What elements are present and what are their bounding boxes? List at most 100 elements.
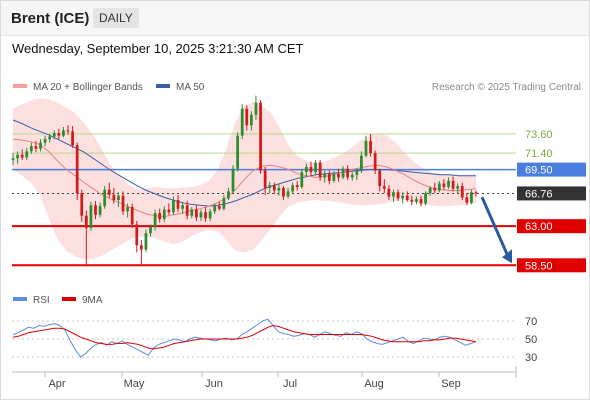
candle-body [369,140,372,154]
candle-body [460,186,464,198]
ma20-legend-swatch [13,84,27,88]
candle-body [139,245,143,250]
price-tag-71.40: 71.40 [525,148,553,160]
candle-body [263,170,267,188]
candle-body [433,187,437,191]
candle-body [181,205,184,209]
candle-body [401,195,405,199]
forecast-arrow-head [502,249,512,264]
candle-body [396,192,400,199]
candle-body [373,153,377,171]
candle-body [213,206,217,212]
candle-body [250,114,253,126]
candle-body [20,154,24,158]
candle-body [236,135,239,169]
price-tag-box-69.50 [517,162,586,177]
price-pane: 73.60 71.40 69.50 66.76 63.00 58.50 [11,95,586,273]
candle-body [52,133,56,137]
rsi-ma-legend-swatch [62,297,76,301]
candle-body [305,166,308,173]
candle-body [350,174,354,178]
candle-body [112,194,116,201]
candle-body [382,186,386,189]
candle-body [158,213,162,220]
candle-body [94,205,97,215]
rsi-legend-label: RSI [33,295,50,306]
ma20-legend-label: MA 20 + Bollinger Bands [33,82,143,93]
candle-body [43,139,47,143]
candle-body [291,185,295,192]
month-label-jun: Jun [205,378,223,390]
candle-body [387,188,391,197]
candle-body [117,195,120,201]
candle-body [332,173,336,181]
candle-body [268,185,272,188]
candle-body [217,206,221,209]
candle-body [470,192,473,203]
candle-body [227,191,230,199]
candle-body [29,146,33,152]
ma20-line [12,138,477,218]
rsi-pane: 70 50 30 [12,316,537,364]
price-tag-58.50: 58.50 [525,260,553,272]
candle-body [62,130,65,136]
report-datetime: Wednesday, September 10, 2025 3:21:30 AM… [12,41,304,56]
candle-body [11,158,15,161]
candle-body [424,193,427,204]
candle-body [240,108,244,136]
forecast-arrow-shaft [480,196,510,257]
candle-body [415,199,418,202]
price-tag-63.00: 63.00 [525,221,553,233]
timeframe-badge[interactable]: DAILY [93,8,139,28]
candle-body [121,195,125,212]
ma50-legend-swatch [156,84,170,88]
candle-body [295,185,299,187]
price-tag-box-63.00 [517,219,586,234]
candle-body [346,168,350,178]
month-label-jul: Jul [283,378,297,390]
candle-body [34,146,38,149]
candle-body [309,166,313,173]
rsi-tick-70: 70 [525,316,537,328]
candle-body [48,136,52,140]
candle-body [341,168,345,178]
candle-body [364,140,368,156]
candle-body [360,155,363,171]
candle-body [465,197,469,203]
candle-body [75,145,79,194]
research-credit: Research © 2025 Trading Central [432,82,581,93]
time-axis: Apr May Jun Jul Aug Sep [12,366,517,390]
candle-body [208,211,212,219]
candle-body [149,227,152,234]
candle-body [107,189,111,195]
candle-body [126,207,129,212]
candle-body [259,102,262,171]
candle-body [474,192,478,194]
candle-body [84,215,88,228]
price-tag-box-66.76 [517,186,586,201]
month-label-may: May [124,378,145,390]
candle-body [135,224,139,246]
candle-body [447,180,450,187]
candle-body [231,168,235,192]
candle-body [456,186,460,189]
candle-body [172,200,175,213]
candle-body [167,209,171,213]
candle-body [89,205,93,228]
candle-body [323,173,327,178]
candle-body [405,195,409,201]
candle-body [318,162,322,178]
candle-body [419,199,423,204]
month-label-sep: Sep [441,378,461,390]
candle-body [204,212,207,219]
candle-body [286,191,290,197]
month-label-aug: Aug [364,378,384,390]
price-tag-66.76: 66.76 [525,188,553,200]
candle-body [428,187,432,194]
candle-body [190,209,194,216]
ma50-legend-label: MA 50 [176,82,205,93]
candle-body [130,207,134,225]
candle-body [103,189,107,207]
chart-header: Brent (ICE) DAILY [1,1,589,36]
